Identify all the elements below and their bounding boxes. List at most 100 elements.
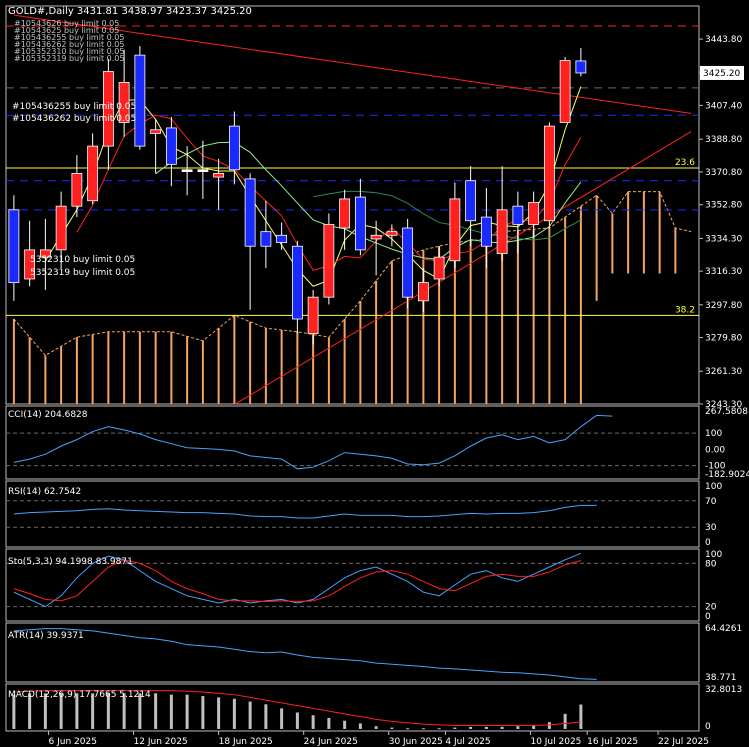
date-label: 24 Jun 2025: [304, 737, 358, 747]
macd-bar: [91, 693, 95, 729]
candle-body[interactable]: [433, 256, 445, 280]
candle-body[interactable]: [24, 249, 36, 280]
macd-bar: [217, 697, 221, 729]
order-labels: #10543626 buy limit 0.05#10543625 buy li…: [12, 19, 136, 278]
candle-body[interactable]: [496, 209, 508, 254]
candle-body[interactable]: [39, 249, 51, 258]
candle-body[interactable]: [339, 198, 351, 229]
macd-bar: [75, 693, 79, 729]
order-label: 5352310 buy limit 0.05: [30, 255, 135, 265]
rsi-tick-label: 0: [705, 538, 711, 548]
moving-average-20: [313, 190, 582, 241]
candle-body[interactable]: [276, 234, 288, 243]
macd-bar: [579, 704, 583, 729]
macd-bar: [232, 698, 236, 729]
sto-tick-label: 0: [705, 612, 711, 622]
price-tick-label: 3316.30: [705, 267, 742, 277]
date-label: 10 Jul 2025: [530, 737, 581, 747]
cloud-top-line: [13, 191, 692, 357]
macd-bar: [138, 693, 142, 729]
candle-body[interactable]: [402, 227, 414, 298]
candle-body[interactable]: [181, 169, 193, 173]
atr-tick-label: 38.771: [705, 673, 737, 683]
macd-tick-label: 32.8013: [705, 685, 742, 695]
candle-body[interactable]: [465, 180, 477, 222]
candle-body[interactable]: [213, 173, 225, 178]
candle-body[interactable]: [543, 125, 555, 222]
macd-bar: [358, 723, 362, 729]
price-tick-label: 3261.30: [705, 367, 742, 377]
sto-tick-label: 100: [705, 550, 722, 560]
candle-body[interactable]: [165, 127, 177, 165]
cci-tick-label: 100: [705, 429, 722, 439]
cci-tick-label: 0.00: [705, 445, 725, 455]
candle-body[interactable]: [417, 282, 429, 302]
candle-body[interactable]: [575, 60, 587, 74]
macd-bar: [406, 728, 410, 730]
candle-body[interactable]: [354, 196, 366, 251]
price-tick-label: 3388.80: [705, 135, 742, 145]
order-label-stack: #10543626 buy limit 0.05: [14, 19, 119, 28]
date-axis: 6 Jun 2025 12 Jun 2025 18 Jun 2025 24 Jun 2…: [48, 731, 709, 747]
macd-bar: [264, 704, 268, 729]
candle-body[interactable]: [197, 169, 209, 173]
candle-body[interactable]: [244, 178, 256, 247]
macd-bar: [374, 726, 378, 729]
macd-title: MACD(12,26,9) 17.7665 5.1214: [8, 690, 151, 700]
order-label: #105436255 buy limit 0.05: [12, 102, 136, 112]
fib-label-23.6: 23.6: [675, 158, 695, 168]
candle-body[interactable]: [260, 231, 272, 247]
candle-body[interactable]: [480, 216, 492, 247]
candle-body[interactable]: [291, 245, 303, 320]
macd-bar: [343, 720, 347, 729]
candle-body[interactable]: [150, 129, 162, 134]
candle-body[interactable]: [228, 125, 240, 171]
date-label: 12 Jun 2025: [134, 737, 188, 747]
price-tick-label: 3243.30: [705, 400, 742, 410]
macd-bar: [311, 715, 315, 729]
candle-body[interactable]: [386, 231, 398, 236]
candle-body[interactable]: [71, 173, 83, 207]
rsi-tick-label: 70: [705, 497, 717, 507]
candles[interactable]: [8, 46, 587, 345]
candle-body[interactable]: [8, 209, 20, 284]
macd-bar: [28, 693, 32, 729]
macd-bar: [106, 693, 110, 729]
price-tick-label: 3297.80: [705, 301, 742, 311]
atr-line: [13, 628, 597, 680]
macd-bar: [453, 727, 457, 729]
candle-body[interactable]: [55, 205, 67, 251]
sto-tick-label: 80: [705, 559, 717, 569]
date-label: 16 Jul 2025: [587, 737, 638, 747]
order-label: 5352319 buy limit 0.05: [30, 268, 135, 278]
macd-bar: [122, 693, 126, 729]
candle-body[interactable]: [528, 202, 540, 225]
price-tick-label: 3443.80: [705, 35, 742, 45]
date-label: 4 Jul 2025: [445, 737, 490, 747]
price-axis: 3443.80 3425.20 3407.40 3388.80 3370.80 3352.…: [699, 35, 744, 410]
candle-body[interactable]: [87, 145, 99, 202]
macd-bar: [12, 694, 16, 729]
candle-body[interactable]: [512, 205, 524, 225]
candle-body[interactable]: [134, 54, 146, 147]
candle-body[interactable]: [102, 71, 114, 147]
macd-bar: [185, 694, 189, 729]
candle-body[interactable]: [449, 198, 461, 262]
candle-body[interactable]: [323, 223, 335, 298]
candle-body[interactable]: [118, 82, 130, 123]
stochastic-d-line: [13, 559, 582, 603]
candle-body[interactable]: [307, 296, 319, 334]
order-label: #105436262 buy limit 0.05: [12, 114, 136, 124]
price-tick-label: 3352.80: [705, 201, 742, 211]
order-label-stack: #10543625 buy limit 0.05: [14, 26, 119, 35]
candle-body[interactable]: [559, 60, 571, 123]
macd-bar: [248, 701, 252, 729]
candle-body[interactable]: [370, 234, 382, 240]
current-price-label: 3425.20: [703, 69, 740, 79]
order-label-stack: #105352310 buy limit 0.05: [14, 47, 124, 56]
current-price-box: [700, 65, 744, 80]
trendline-0: [13, 14, 692, 114]
macd-bar: [563, 713, 567, 729]
panel-frame-macd: [5, 683, 700, 732]
